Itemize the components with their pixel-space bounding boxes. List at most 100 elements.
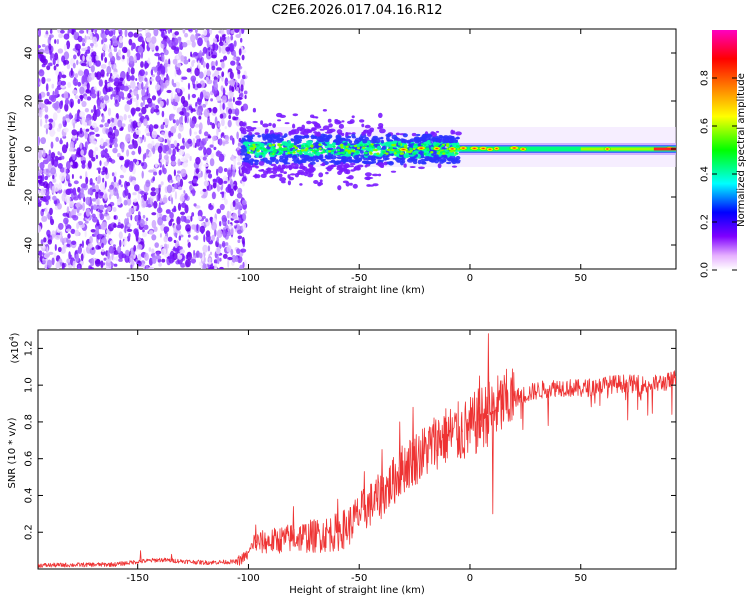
noise-speckle: [79, 86, 85, 95]
noise-speckle: [218, 166, 223, 174]
noise-speckle: [211, 221, 218, 231]
noise-speckle: [72, 187, 77, 196]
signal-core-dot: [455, 152, 459, 155]
noise-speckle: [239, 264, 244, 269]
noise-speckle: [196, 138, 201, 147]
noise-speckle: [99, 191, 104, 196]
signal-core-dot: [259, 146, 263, 150]
noise-speckle: [114, 77, 120, 84]
noise-speckle: [128, 144, 134, 150]
noise-speckle: [43, 237, 47, 243]
noise-speckle: [41, 216, 48, 222]
noise-speckle: [168, 254, 174, 264]
noise-speckle: [45, 118, 48, 124]
noise-speckle: [53, 158, 59, 168]
noise-speckle: [181, 76, 188, 80]
signal-clump: [307, 129, 312, 133]
signal-core-dot: [340, 151, 344, 154]
signal-core-dot: [320, 151, 324, 154]
noise-speckle: [164, 144, 170, 152]
signal-clump: [411, 132, 417, 137]
noise-speckle: [179, 249, 185, 254]
signal-core-dot: [277, 148, 281, 151]
noise-speckle: [121, 144, 125, 153]
noise-speckle: [189, 117, 192, 126]
noise-speckle: [177, 181, 180, 186]
signal-clump: [373, 156, 379, 159]
colorbar: 0.0 0.2 0.4 0.6 0.8 Normalized spectral ampl…: [700, 30, 747, 278]
signal-core-dot: [382, 150, 386, 154]
noise-speckle: [205, 62, 210, 70]
noise-speckle: [241, 199, 247, 206]
noise-speckle: [71, 174, 74, 179]
noise-speckle: [39, 118, 43, 127]
noise-speckle: [158, 55, 160, 61]
noise-speckle: [190, 215, 193, 222]
noise-speckle: [107, 232, 110, 241]
noise-speckle: [236, 201, 241, 208]
noise-speckle: [104, 148, 108, 154]
noise-speckle: [54, 52, 59, 61]
signal-clump: [251, 159, 259, 162]
noise-speckle: [201, 194, 207, 199]
noise-speckle: [236, 131, 239, 140]
signal-clump: [283, 171, 287, 175]
noise-speckle: [169, 218, 174, 222]
noise-speckle: [230, 30, 235, 34]
noise-speckle: [236, 100, 242, 106]
noise-speckle: [177, 158, 181, 167]
noise-speckle: [158, 152, 162, 161]
signal-clump: [415, 133, 421, 137]
signal-clump: [258, 160, 265, 166]
noise-speckle: [153, 29, 159, 37]
signal-clump: [364, 124, 371, 129]
signal-core-dot: [318, 143, 322, 146]
signal-clump: [337, 185, 342, 191]
signal-core-dot: [426, 148, 430, 152]
noise-speckle: [197, 37, 203, 47]
noise-speckle: [82, 202, 85, 211]
noise-speckle: [83, 122, 88, 126]
noise-speckle: [184, 219, 191, 224]
noise-speckle: [142, 229, 145, 233]
signal-clump: [248, 131, 253, 136]
signal-clump: [287, 174, 291, 179]
signal-clump: [401, 138, 407, 144]
noise-speckle: [186, 68, 192, 73]
noise-speckle: [147, 143, 153, 150]
signal-core-dot: [440, 144, 444, 148]
noise-speckle: [44, 114, 49, 120]
noise-speckle: [72, 154, 76, 161]
noise-speckle: [159, 213, 163, 218]
signal-clump: [242, 131, 247, 135]
noise-speckle: [86, 82, 90, 90]
signal-clump: [326, 135, 331, 140]
noise-speckle: [163, 118, 169, 126]
noise-speckle: [63, 59, 70, 65]
noise-speckle: [71, 215, 77, 219]
noise-speckle: [177, 202, 182, 211]
noise-speckle: [174, 146, 179, 150]
noise-speckle: [113, 117, 118, 126]
noise-speckle: [41, 76, 46, 85]
signal-clump: [349, 119, 355, 124]
noise-speckle: [104, 29, 110, 36]
noise-speckle: [71, 240, 77, 245]
noise-speckle: [44, 207, 49, 215]
noise-speckle: [145, 71, 148, 76]
noise-speckle: [179, 195, 185, 202]
signal-clump: [359, 149, 364, 154]
noise-speckle: [236, 65, 243, 70]
noise-speckle: [80, 149, 84, 156]
noise-speckle: [192, 138, 196, 147]
noise-speckle: [237, 142, 242, 147]
noise-speckle: [141, 40, 145, 49]
noise-speckle: [148, 230, 154, 235]
noise-speckle: [160, 181, 164, 186]
noise-speckle: [66, 141, 69, 149]
noise-speckle: [128, 207, 135, 214]
noise-speckle: [46, 78, 51, 82]
noise-speckle: [233, 50, 237, 59]
signal-core-dot: [420, 143, 424, 146]
snr-y-ticks: 0.2 0.4 0.6 0.8 1.0 1.2: [24, 340, 676, 540]
